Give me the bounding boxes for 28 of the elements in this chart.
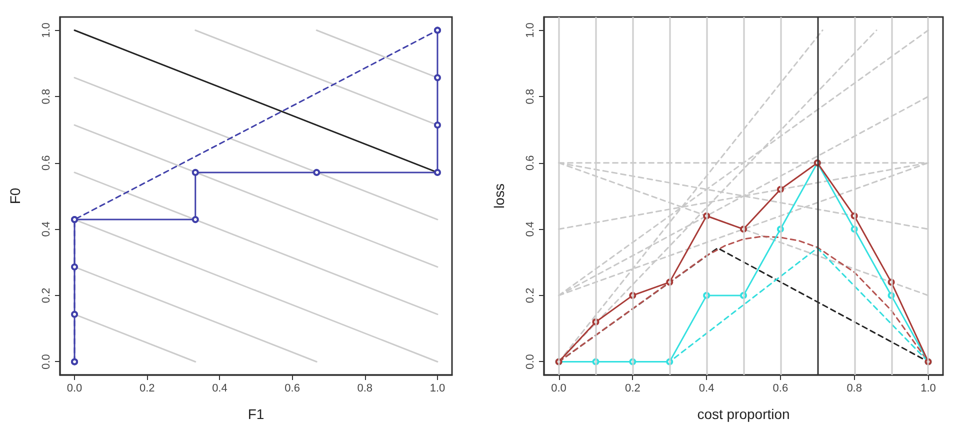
x-axis-title: F1 [248, 406, 264, 422]
x-tick-label: 1.0 [920, 382, 936, 394]
x-tick-label: 0.0 [66, 382, 82, 394]
x-tick-label: 0.6 [772, 382, 788, 394]
x-tick-label: 0.2 [625, 382, 640, 394]
y-tick-label: 0.8 [524, 88, 536, 104]
y-axis-title: loss [491, 184, 507, 208]
y-tick-label: 1.0 [524, 22, 536, 38]
x-axis-title: cost proportion [697, 406, 790, 422]
y-tick-label: 0.8 [40, 88, 52, 104]
x-tick-label: 0.8 [357, 382, 373, 394]
y-tick-label: 1.0 [40, 22, 52, 38]
y-tick-label: 0.2 [524, 288, 536, 304]
x-tick-label: 0.2 [139, 382, 155, 394]
y-tick-label: 0.2 [40, 288, 52, 304]
x-tick-label: 0.4 [212, 382, 228, 394]
y-tick-label: 0.6 [40, 155, 52, 170]
y-tick-label: 0.4 [40, 222, 52, 237]
y-tick-label: 0.4 [524, 222, 536, 237]
y-tick-label: 0.0 [524, 354, 536, 370]
y-tick-label: 0.0 [40, 354, 52, 370]
x-tick-label: 0.6 [284, 382, 300, 394]
x-tick-label: 0.4 [698, 382, 714, 394]
x-tick-label: 0.0 [551, 382, 566, 394]
x-tick-label: 1.0 [430, 382, 446, 394]
y-axis-title: F0 [7, 188, 23, 204]
y-tick-label: 0.6 [524, 155, 536, 170]
x-tick-label: 0.8 [846, 382, 862, 394]
